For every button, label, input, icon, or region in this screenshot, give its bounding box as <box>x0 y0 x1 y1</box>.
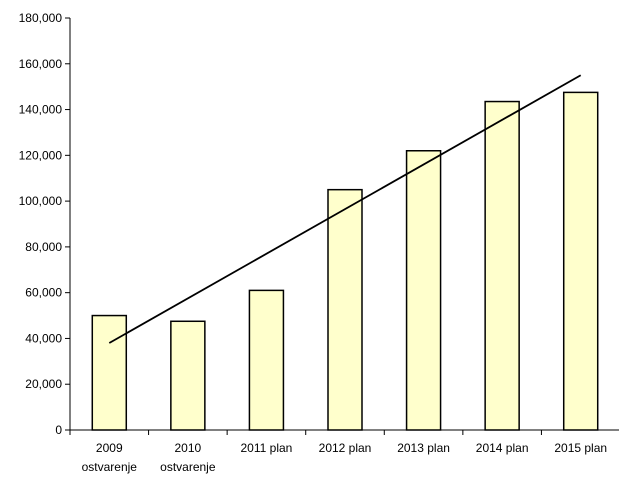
bar-5 <box>484 100 520 431</box>
axis-layer <box>65 17 619 435</box>
y-tick-label: 160,000 <box>19 57 63 71</box>
x-category-label: 2011 plan <box>241 441 293 455</box>
trendline <box>108 74 582 344</box>
y-tick-label: 180,000 <box>19 11 63 25</box>
bar-4 <box>405 150 442 431</box>
x-category-label: 2014 plan <box>476 441 529 455</box>
bar-2 <box>248 289 285 431</box>
x-category-label: 2015 plan <box>554 441 607 455</box>
y-tick-label: 140,000 <box>19 103 63 117</box>
y-tick-labels: 0 20,000 40,000 60,000 80,000 100,000 120,000 1… <box>19 11 63 437</box>
x-category-label: 2010 <box>175 441 202 455</box>
bars-layer <box>91 91 599 431</box>
y-tick-label: 40,000 <box>25 331 62 345</box>
y-tick-label: 100,000 <box>19 194 63 208</box>
bar-1 <box>170 320 206 431</box>
x-category-label: ostvarenje <box>160 460 216 474</box>
y-tick-label: 0 <box>55 423 62 437</box>
y-tick-label: 20,000 <box>25 377 62 391</box>
y-tick-label: 60,000 <box>25 286 62 300</box>
bar-6 <box>562 91 599 431</box>
y-tick-label: 80,000 <box>25 240 62 254</box>
y-tick-label: 120,000 <box>19 148 63 162</box>
bar-0 <box>91 314 128 431</box>
x-tick-labels: 2009 ostvarenje 2010 ostvarenje 2011 plan 201… <box>82 441 607 474</box>
trendline-layer <box>108 74 582 344</box>
bar-3 <box>327 188 363 431</box>
x-category-label: 2013 plan <box>397 441 450 455</box>
x-category-label: ostvarenje <box>82 460 138 474</box>
x-category-label: 2012 plan <box>319 441 372 455</box>
x-category-label: 2009 <box>96 441 123 455</box>
